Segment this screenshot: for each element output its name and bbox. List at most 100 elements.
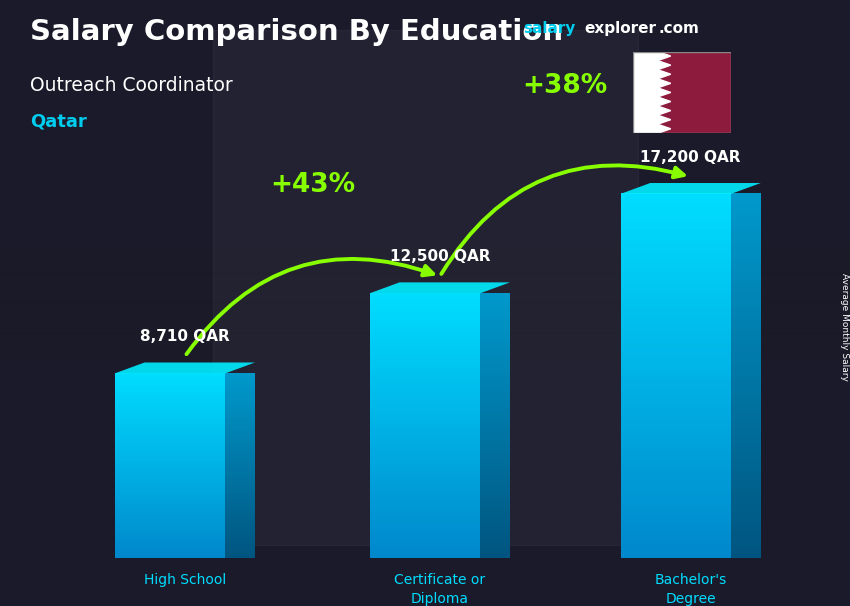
Bar — [370, 550, 480, 554]
Bar — [731, 244, 761, 248]
Bar — [480, 550, 510, 554]
Bar — [115, 451, 225, 454]
Bar — [620, 321, 731, 326]
Bar — [480, 325, 510, 330]
Bar — [731, 493, 761, 498]
Bar — [731, 430, 761, 435]
Bar — [225, 506, 255, 509]
Bar — [115, 435, 225, 438]
Text: Outreach Coordinator: Outreach Coordinator — [30, 76, 233, 95]
Bar — [225, 380, 255, 382]
Bar — [370, 484, 480, 488]
Bar — [225, 471, 255, 474]
Bar — [225, 504, 255, 507]
Bar — [731, 257, 761, 262]
Bar — [620, 284, 731, 290]
Bar — [480, 445, 510, 448]
Bar — [731, 511, 761, 516]
Bar — [370, 507, 480, 511]
Bar — [225, 474, 255, 477]
Bar — [225, 435, 255, 438]
Bar — [480, 461, 510, 465]
Text: Average Monthly Salary: Average Monthly Salary — [840, 273, 848, 381]
Bar — [731, 530, 761, 535]
Bar — [225, 456, 255, 459]
Bar — [115, 375, 225, 378]
Bar — [620, 539, 731, 544]
Bar — [731, 348, 761, 353]
Bar — [115, 421, 225, 424]
Bar — [115, 502, 225, 505]
Bar — [731, 248, 761, 253]
Bar — [620, 439, 731, 444]
Bar — [731, 275, 761, 280]
Bar — [0, 152, 850, 182]
Bar — [480, 471, 510, 475]
Bar — [480, 362, 510, 366]
Bar — [480, 464, 510, 468]
Bar — [370, 405, 480, 409]
Bar — [115, 529, 225, 532]
Bar — [370, 521, 480, 524]
Bar — [115, 536, 225, 539]
Bar — [480, 356, 510, 359]
Bar — [620, 507, 731, 512]
Bar — [115, 525, 225, 528]
Bar — [0, 364, 850, 394]
Bar — [225, 458, 255, 461]
Bar — [115, 448, 225, 451]
Bar — [225, 462, 255, 465]
Bar — [731, 393, 761, 399]
Bar — [115, 508, 225, 511]
Text: 8,710 QAR: 8,710 QAR — [140, 329, 230, 344]
Bar — [370, 498, 480, 501]
Bar — [370, 299, 480, 303]
Bar — [731, 416, 761, 421]
Bar — [480, 484, 510, 488]
Bar — [370, 322, 480, 326]
Bar — [225, 481, 255, 484]
Bar — [731, 235, 761, 239]
Bar — [480, 395, 510, 399]
Bar — [731, 543, 761, 548]
Bar — [370, 468, 480, 471]
Polygon shape — [658, 61, 671, 70]
Bar — [225, 421, 255, 424]
Bar — [620, 266, 731, 271]
Bar — [370, 441, 480, 445]
Bar — [731, 452, 761, 458]
Bar — [115, 470, 225, 472]
Bar — [370, 541, 480, 544]
Bar — [225, 516, 255, 518]
Bar — [480, 349, 510, 353]
Bar — [225, 387, 255, 390]
Bar — [620, 421, 731, 425]
Bar — [225, 407, 255, 410]
Bar — [370, 339, 480, 343]
Bar — [620, 198, 731, 203]
Bar — [225, 548, 255, 551]
Bar — [480, 537, 510, 541]
Bar — [480, 415, 510, 419]
Bar — [370, 375, 480, 379]
Bar — [731, 407, 761, 412]
Bar — [370, 518, 480, 521]
Bar — [0, 303, 850, 333]
Bar — [370, 398, 480, 402]
Bar — [115, 378, 225, 381]
Bar — [480, 541, 510, 544]
Bar — [731, 330, 761, 335]
Bar — [480, 391, 510, 396]
Bar — [620, 384, 731, 389]
Bar — [480, 481, 510, 485]
Bar — [480, 547, 510, 551]
Bar — [115, 465, 225, 468]
Bar — [480, 368, 510, 373]
Bar — [480, 332, 510, 336]
Bar — [370, 359, 480, 362]
Bar — [620, 521, 731, 525]
Bar — [480, 441, 510, 445]
Bar — [370, 534, 480, 538]
Bar — [620, 470, 731, 476]
Bar — [115, 419, 225, 422]
